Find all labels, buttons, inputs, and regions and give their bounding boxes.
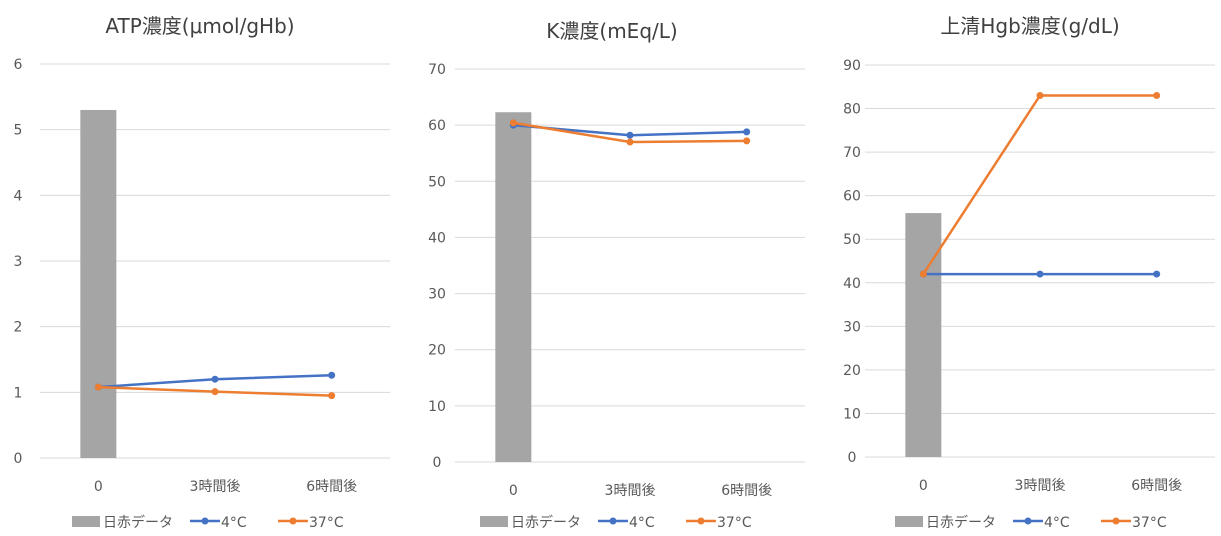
atp-y-tick-label: 0 [14, 451, 23, 467]
hgb-y-tick-label: 20 [843, 363, 861, 379]
k-chart-title: K濃度(mEq/L) [546, 19, 677, 43]
hgb-legend-label: 37°C [1132, 515, 1167, 531]
atp-chart-title: ATP濃度(μmol/gHb) [105, 14, 294, 38]
hgb-legend-item: 4°C [1013, 515, 1070, 531]
atp-point [328, 392, 336, 400]
atp-legend-item: 37°C [278, 515, 344, 531]
atp-legend-item: 4°C [190, 515, 247, 531]
hgb-series-line-37°C [922, 94, 1157, 275]
legend-swatch-marker [697, 517, 705, 525]
atp-point [94, 383, 102, 391]
k-x-tick-label: 0 [509, 483, 518, 499]
hgb-point [1153, 91, 1161, 99]
atp-y-tick-label: 3 [14, 254, 23, 270]
hgb-chart-title: 上清Hgb濃度(g/dL) [940, 14, 1119, 38]
k-legend-label: 4°C [629, 515, 655, 531]
k-bar [495, 112, 532, 462]
k-legend-item: 4°C [598, 515, 655, 531]
k-y-tick-label: 40 [428, 230, 446, 246]
hgb-point [919, 270, 927, 278]
hgb-x-tick-label: 3時間後 [1015, 478, 1066, 494]
hgb-y-tick-label: 0 [848, 450, 857, 466]
atp-legend-label: 37°C [309, 515, 344, 531]
atp-bar [80, 109, 117, 458]
k-point [509, 119, 517, 127]
atp-legend-label: 4°C [221, 515, 247, 531]
hgb-y-tick-label: 30 [843, 319, 861, 335]
k-point [743, 137, 751, 145]
atp-y-tick-label: 5 [14, 123, 23, 139]
k-y-tick-label: 0 [433, 455, 442, 471]
hgb-y-tick-label: 50 [843, 232, 861, 248]
k-legend-item: 37°C [686, 515, 752, 531]
k-legend-label: 日赤データ [511, 514, 581, 531]
legend-swatch-bar [895, 516, 923, 527]
hgb-y-tick-label: 80 [843, 102, 861, 118]
k-point [743, 128, 751, 136]
k-y-tick-label: 20 [428, 343, 446, 359]
hgb-x-tick-label: 6時間後 [1131, 478, 1182, 494]
k-legend-label: 37°C [717, 515, 752, 531]
k-y-tick-label: 30 [428, 287, 446, 303]
hgb-y-tick-label: 10 [843, 406, 861, 422]
hgb-chart-group: 上清Hgb濃度(g/dL) 0 10 20 30 40 50 60 70 80 90 0 3時間後 6時間… [843, 14, 1215, 531]
legend-swatch-marker [609, 517, 617, 525]
k-y-tick-label: 50 [428, 174, 446, 190]
atp-point [211, 375, 219, 383]
hgb-legend-label: 4°C [1044, 515, 1070, 531]
hgb-point [1036, 91, 1044, 99]
k-x-tick-label: 6時間後 [721, 483, 772, 499]
atp-y-tick-label: 2 [14, 320, 23, 336]
hgb-x-tick-label: 0 [919, 478, 928, 494]
hgb-legend-item: 日赤データ [895, 514, 996, 531]
legend-swatch-bar [72, 516, 100, 527]
hgb-bar [905, 213, 942, 457]
atp-y-tick-label: 6 [14, 57, 23, 73]
k-legend-item: 日赤データ [480, 514, 581, 531]
atp-y-tick-label: 4 [14, 188, 23, 204]
k-point [626, 131, 634, 139]
k-point [626, 138, 634, 146]
atp-legend-item: 日赤データ [72, 514, 173, 531]
legend-swatch-marker [1112, 517, 1120, 525]
legend-swatch-marker [1024, 517, 1032, 525]
legend-swatch-bar [480, 516, 508, 527]
hgb-y-tick-label: 90 [843, 58, 861, 74]
legend-swatch-marker [201, 517, 209, 525]
hgb-point [1153, 270, 1161, 278]
k-x-tick-label: 3時間後 [605, 483, 656, 499]
atp-legend-label: 日赤データ [103, 514, 173, 531]
atp-point [211, 388, 219, 396]
hgb-y-tick-label: 40 [843, 276, 861, 292]
hgb-point [1036, 270, 1044, 278]
atp-point [328, 371, 336, 379]
atp-x-tick-label: 6時間後 [306, 479, 357, 495]
hgb-legend-item: 37°C [1101, 515, 1167, 531]
k-y-tick-label: 60 [428, 118, 446, 134]
atp-x-tick-label: 3時間後 [190, 479, 241, 495]
k-y-tick-label: 70 [428, 62, 446, 78]
atp-y-tick-label: 1 [14, 385, 23, 401]
hgb-legend-label: 日赤データ [926, 514, 996, 531]
hgb-y-tick-label: 60 [843, 189, 861, 205]
atp-x-tick-label: 0 [94, 479, 103, 495]
k-y-tick-label: 10 [428, 399, 446, 415]
legend-swatch-marker [289, 517, 297, 525]
hgb-y-tick-label: 70 [843, 145, 861, 161]
